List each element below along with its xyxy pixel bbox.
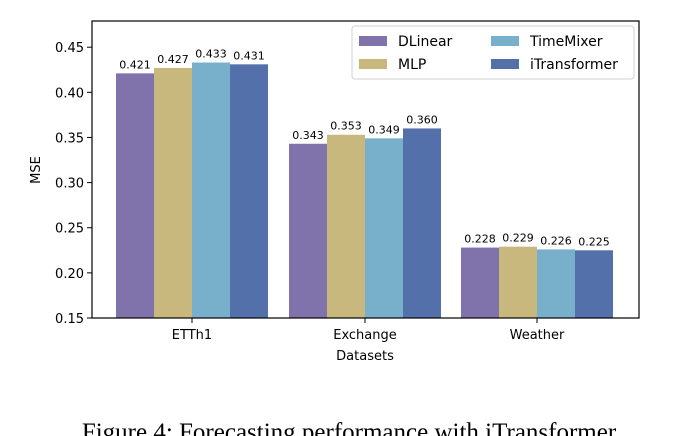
data-label: 0.229 [502, 232, 534, 245]
legend-box [351, 25, 635, 80]
data-label: 0.225 [578, 235, 610, 248]
bar-itransformer-exchange [403, 128, 441, 318]
bar-timemixer-etth1 [192, 62, 230, 319]
data-label: 0.226 [540, 234, 572, 247]
data-label: 0.353 [330, 120, 362, 133]
y-tick-label: 0.15 [55, 312, 84, 327]
y-axis-label: MSE [29, 156, 44, 184]
legend-label: TimeMixer [529, 34, 603, 50]
bars [116, 62, 613, 319]
y-tick-label: 0.40 [55, 86, 84, 101]
legend-label: DLinear [398, 34, 453, 50]
data-label: 0.433 [195, 48, 227, 61]
y-tick-label: 0.25 [55, 222, 84, 237]
data-label: 0.421 [119, 58, 151, 71]
data-labels: 0.421 0.343 0.228 0.427 0.353 0.229 0.433 0.349… [119, 48, 610, 249]
legend-swatch [359, 36, 387, 46]
y-tick-label: 0.45 [55, 41, 84, 56]
bar-itransformer-etth1 [230, 64, 268, 319]
bar-mlp-weather [499, 246, 537, 318]
x-axis-label: Datasets [336, 349, 394, 364]
bar-mlp-exchange [327, 134, 365, 318]
y-tick-label: 0.35 [55, 131, 84, 146]
y-axis: 0.15 0.20 0.25 0.30 0.35 0.40 0.45 [55, 41, 92, 327]
legend-label: MLP [398, 57, 426, 73]
y-tick-label: 0.20 [55, 267, 84, 282]
data-label: 0.360 [406, 113, 438, 126]
bar-timemixer-weather [537, 249, 575, 318]
legend-swatch [491, 59, 519, 69]
bar-itransformer-weather [575, 250, 613, 318]
x-tick-label: Weather [510, 328, 565, 343]
legend: DLinear MLP TimeMixer iTransformer [351, 25, 635, 80]
data-label: 0.343 [292, 129, 324, 142]
x-tick-label: Exchange [333, 328, 397, 343]
bar-dlinear-weather [461, 247, 499, 318]
data-label: 0.349 [368, 123, 400, 136]
bar-dlinear-etth1 [116, 73, 154, 318]
legend-label: iTransformer [530, 57, 618, 73]
y-tick-label: 0.30 [55, 177, 84, 192]
figure-caption: Figure 4: Forecasting performance with i… [82, 419, 617, 436]
data-label: 0.431 [233, 49, 265, 62]
data-label: 0.228 [464, 233, 496, 246]
bar-mlp-etth1 [154, 67, 192, 318]
bar-timemixer-exchange [365, 138, 403, 318]
x-tick-label: ETTh1 [172, 328, 212, 343]
x-axis: ETTh1 Exchange Weather [172, 318, 565, 343]
data-label: 0.427 [157, 53, 189, 66]
bar-dlinear-exchange [289, 143, 327, 318]
legend-swatch [359, 59, 387, 69]
legend-swatch [491, 36, 519, 46]
